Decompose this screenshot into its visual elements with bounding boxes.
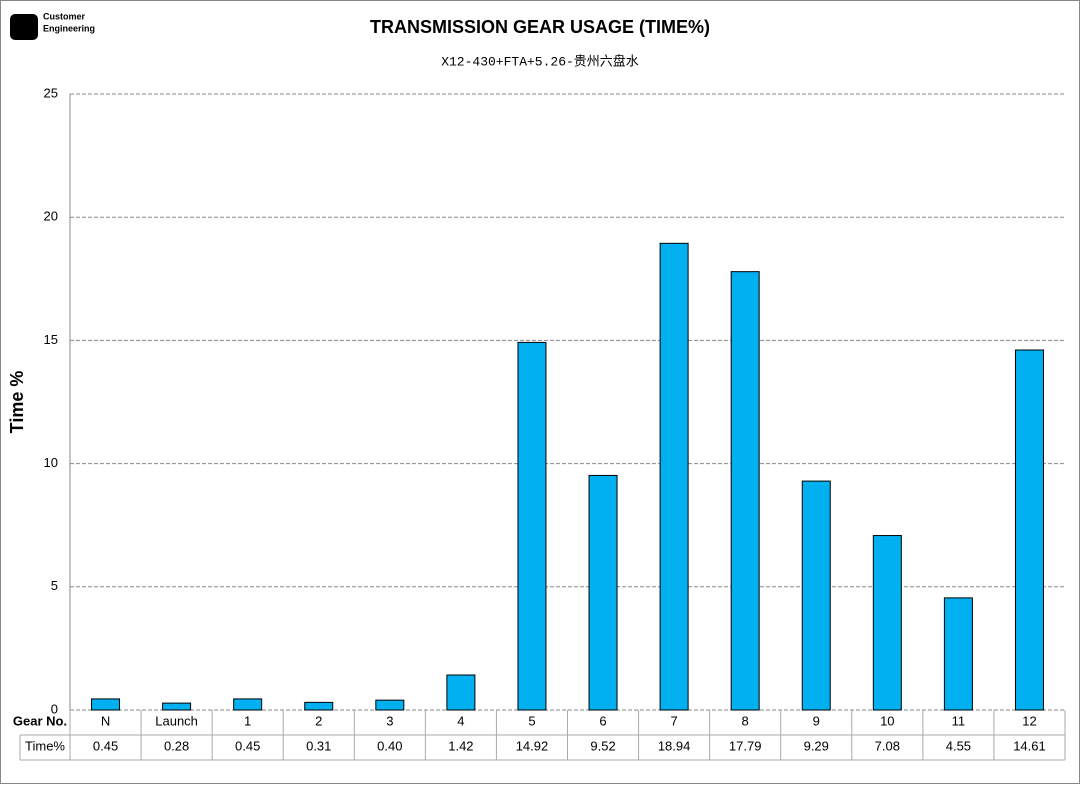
logo-text: Customer bbox=[43, 11, 86, 21]
x-tick-label: N bbox=[101, 713, 110, 728]
x-tick-label: 4 bbox=[457, 713, 464, 728]
x-tick-label: 8 bbox=[742, 713, 749, 728]
table-value: 0.45 bbox=[93, 738, 118, 753]
bar bbox=[517, 341, 547, 711]
table-value: 4.55 bbox=[946, 738, 971, 753]
bar bbox=[91, 698, 121, 711]
bar bbox=[943, 597, 973, 711]
table-value: 0.28 bbox=[164, 738, 189, 753]
chart-subtitle: X12-430+FTA+5.26-贵州六盘水 bbox=[441, 53, 639, 69]
x-tick-label: 10 bbox=[880, 713, 894, 728]
bar bbox=[375, 699, 405, 711]
x-tick-label: 2 bbox=[315, 713, 322, 728]
y-tick-label: 10 bbox=[44, 455, 58, 470]
bar bbox=[872, 535, 902, 711]
table-value: 7.08 bbox=[875, 738, 900, 753]
table-value: 1.42 bbox=[448, 738, 473, 753]
x-tick-label: Launch bbox=[155, 713, 198, 728]
x-tick-label: 5 bbox=[528, 713, 535, 728]
bar bbox=[659, 242, 689, 711]
bar bbox=[588, 474, 618, 711]
table-header: Gear No. bbox=[13, 713, 67, 728]
table-value: 9.29 bbox=[804, 738, 829, 753]
table-value: 0.45 bbox=[235, 738, 260, 753]
logo: Customer Engineering bbox=[10, 11, 95, 40]
y-tick-label: 5 bbox=[51, 578, 58, 593]
x-tick-label: 7 bbox=[670, 713, 677, 728]
logo-text: Engineering bbox=[43, 23, 95, 33]
table-value: 0.40 bbox=[377, 738, 402, 753]
x-tick-label: 6 bbox=[599, 713, 606, 728]
bar bbox=[233, 698, 263, 711]
table-value: 0.31 bbox=[306, 738, 331, 753]
x-tick-label: 1 bbox=[244, 713, 251, 728]
bar bbox=[801, 480, 831, 711]
x-tick-label: 12 bbox=[1022, 713, 1036, 728]
bar bbox=[304, 701, 334, 711]
table-value: 18.94 bbox=[658, 738, 691, 753]
bar bbox=[1014, 349, 1044, 711]
y-tick-label: 0 bbox=[51, 701, 58, 716]
x-tick-label: 3 bbox=[386, 713, 393, 728]
y-tick-label: 15 bbox=[44, 332, 58, 347]
table-value: 14.92 bbox=[516, 738, 549, 753]
x-tick-label: 9 bbox=[813, 713, 820, 728]
table-value: 14.61 bbox=[1013, 738, 1046, 753]
chart-title: TRANSMISSION GEAR USAGE (TIME%) bbox=[370, 17, 710, 37]
table-value: 9.52 bbox=[590, 738, 615, 753]
y-tick-label: 25 bbox=[44, 85, 58, 100]
x-tick-label: 11 bbox=[952, 713, 966, 728]
logo-icon bbox=[10, 14, 38, 40]
table-value: 17.79 bbox=[729, 738, 762, 753]
bar bbox=[162, 702, 192, 711]
table-header: Time% bbox=[25, 738, 65, 753]
bar bbox=[730, 271, 760, 711]
y-axis-label: Time % bbox=[7, 371, 27, 434]
bar bbox=[446, 674, 476, 711]
y-tick-label: 20 bbox=[44, 209, 58, 224]
